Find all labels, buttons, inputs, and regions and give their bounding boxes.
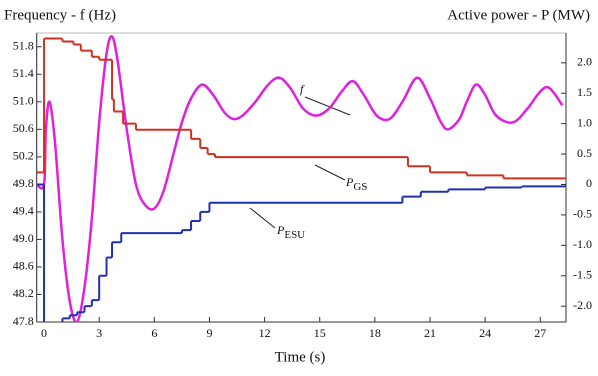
y-tick-label: 51.8 <box>13 39 34 53</box>
y-tick-label: 49.4 <box>13 204 34 218</box>
label-main: P <box>345 175 354 189</box>
series-label: f <box>300 82 305 96</box>
y-tick-label: 49.0 <box>13 231 34 245</box>
y2-tick-label: -1.0 <box>573 237 592 251</box>
series-label: PESU <box>276 223 305 241</box>
y2-axis-title: Active power - P (MW) <box>447 7 590 23</box>
leader-line <box>304 96 351 116</box>
x-tick-label: 3 <box>96 326 102 340</box>
y-tick-label: 48.2 <box>13 286 34 300</box>
y-tick-label: 49.8 <box>13 176 34 190</box>
x-axis-title: Time (s) <box>275 349 326 365</box>
plot-area <box>36 35 566 322</box>
y2-tick-label: 1.0 <box>577 115 592 129</box>
y-tick-label: 51.4 <box>13 66 34 80</box>
y2-tick-label: -2.0 <box>573 298 592 312</box>
x-tick-label: 24 <box>479 326 491 340</box>
y-tick-label: 48.6 <box>13 259 34 273</box>
x-tick-label: 15 <box>314 326 326 340</box>
y-axis-title: Frequency - f (Hz) <box>4 7 116 23</box>
frequency-line <box>36 35 564 322</box>
x-tick-label: 9 <box>206 326 212 340</box>
x-tick-label: 6 <box>151 326 157 340</box>
y-tick-label: 47.8 <box>13 314 34 328</box>
y2-tick-label: 0.5 <box>577 146 592 160</box>
y-tick-label: 50.6 <box>13 121 34 135</box>
y2-tick-label: 0 <box>586 176 592 190</box>
y-tick-label: 50.2 <box>13 149 34 163</box>
label-sub: GS <box>353 181 367 193</box>
x-tick-label: 18 <box>369 326 381 340</box>
y-tick-label: 51.0 <box>13 94 34 108</box>
y2-tick-label: 2.0 <box>577 55 592 69</box>
label-main: P <box>276 223 285 237</box>
series-label: PGS <box>345 175 367 193</box>
leader-line <box>249 207 276 229</box>
x-tick-label: 0 <box>41 326 47 340</box>
y2-tick-label: -0.5 <box>573 207 592 221</box>
y2-tick-label: 1.5 <box>577 85 592 99</box>
leader-line <box>314 164 346 181</box>
y2-tick-label: -1.5 <box>573 268 592 282</box>
label-sub: ESU <box>284 229 305 241</box>
x-tick-label: 27 <box>534 326 546 340</box>
x-tick-label: 12 <box>259 326 271 340</box>
x-tick-label: 21 <box>424 326 436 340</box>
plot-frame <box>36 32 567 323</box>
label-main: f <box>300 82 305 96</box>
